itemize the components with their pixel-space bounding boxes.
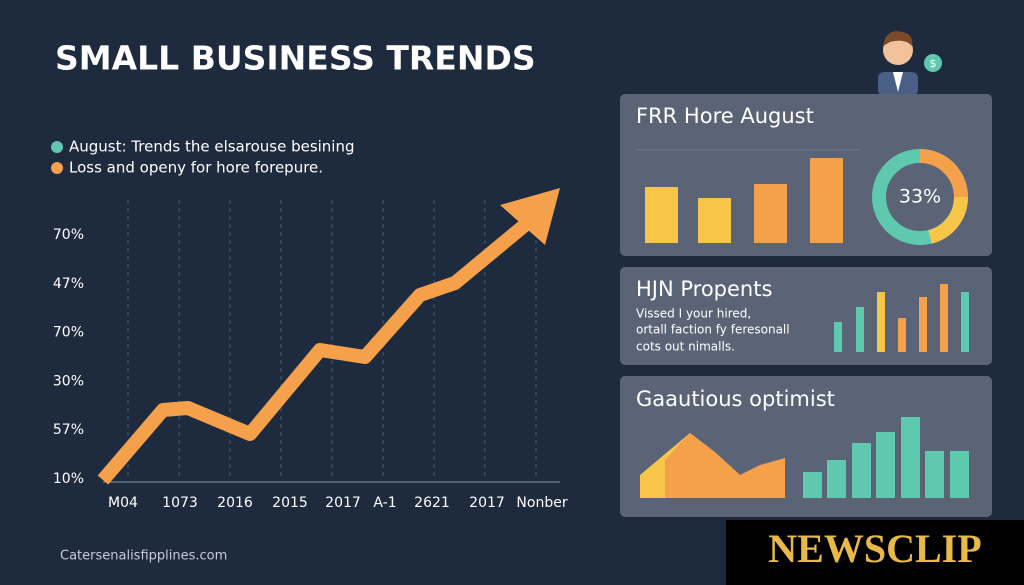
title: SMALL BUSINESS TRENDS <box>55 39 536 78</box>
trend-line <box>97 219 530 485</box>
card-title: HJN Propents <box>636 277 772 301</box>
source: Catersenalisfipplines.com <box>60 549 227 564</box>
area-shape <box>665 433 785 498</box>
x-label: 1073 <box>162 495 198 511</box>
legend-dot <box>51 141 63 153</box>
card-title: FRR Hore August <box>636 104 814 128</box>
watermark-box <box>726 520 1024 585</box>
x-label: 2017 <box>325 495 361 511</box>
card-text: Vissed I your hired, <box>636 307 751 321</box>
legend-dot <box>51 162 63 174</box>
x-label: 2016 <box>217 495 253 511</box>
x-label: 2621 <box>414 495 450 511</box>
x-label: A-1 <box>373 495 396 511</box>
watermark: NEWSCLIP <box>768 526 981 571</box>
trend-arrow <box>500 188 560 245</box>
y-label: 70% <box>53 325 84 341</box>
card-text: ortall faction fy feresonall <box>636 323 790 337</box>
mini-bars <box>834 284 969 352</box>
x-label: Nonber <box>516 495 567 511</box>
svg-text:$: $ <box>930 57 937 70</box>
person-illustration: $ <box>878 31 942 96</box>
donut <box>872 149 969 245</box>
y-label: 30% <box>53 373 84 389</box>
card-text: cots out nimalls. <box>636 340 735 354</box>
y-label: 57% <box>53 422 84 438</box>
card-title: Gaautious optimist <box>636 387 835 411</box>
y-label: 10% <box>53 471 84 487</box>
legend-label: Loss and openy for hore forepure. <box>69 159 323 177</box>
y-label: 47% <box>53 276 84 292</box>
donut-label: 33% <box>899 186 941 208</box>
teal-bars <box>803 417 969 498</box>
x-label: 2015 <box>272 495 308 511</box>
legend-label: August: Trends the elsarouse besining <box>69 138 355 156</box>
x-label: M04 <box>108 495 138 511</box>
x-label: 2017 <box>469 495 505 511</box>
y-label: 70% <box>53 227 84 243</box>
